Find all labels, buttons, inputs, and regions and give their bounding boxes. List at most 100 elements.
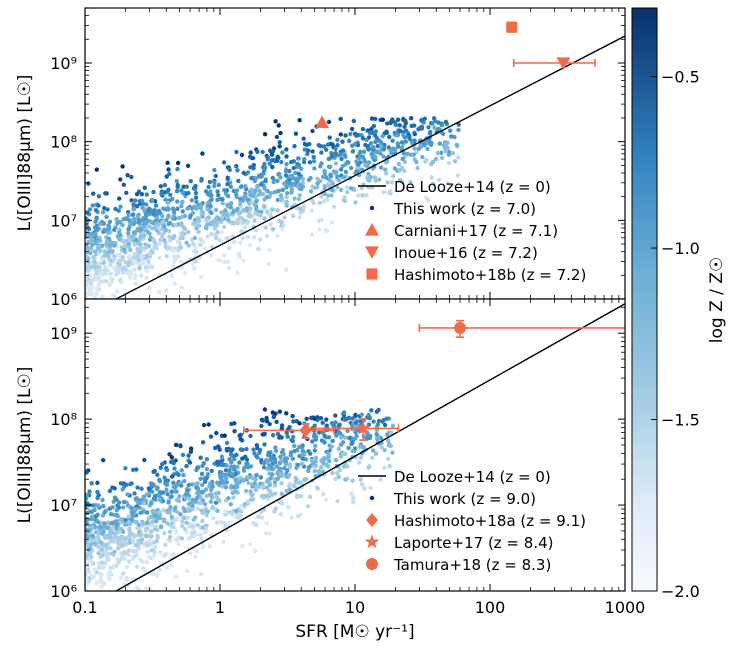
- simulation-point: [260, 191, 266, 197]
- simulation-point: [204, 457, 210, 462]
- simulation-point: [250, 482, 255, 487]
- simulation-point: [173, 216, 178, 221]
- simulation-point: [202, 479, 208, 484]
- simulation-point: [284, 267, 289, 272]
- simulation-point: [439, 150, 444, 155]
- simulation-point: [443, 119, 449, 125]
- simulation-point: [150, 523, 155, 528]
- simulation-point: [248, 206, 253, 211]
- simulation-point: [251, 521, 256, 526]
- simulation-point: [317, 200, 322, 206]
- simulation-point: [338, 454, 344, 459]
- simulation-point: [374, 409, 380, 414]
- simulation-point: [382, 465, 387, 471]
- simulation-point: [289, 187, 295, 192]
- simulation-point: [333, 420, 338, 425]
- simulation-point: [201, 461, 206, 466]
- colorbar-tick-label: −0.5: [661, 68, 700, 87]
- simulation-point: [149, 220, 154, 225]
- simulation-point: [333, 171, 338, 176]
- simulation-point: [365, 144, 371, 149]
- simulation-point: [416, 146, 421, 151]
- simulation-point: [169, 273, 174, 278]
- simulation-point: [325, 142, 331, 147]
- simulation-point: [412, 131, 417, 137]
- simulation-point: [450, 151, 455, 156]
- simulation-point: [270, 164, 275, 170]
- simulation-point: [338, 435, 344, 440]
- simulation-point: [171, 460, 176, 466]
- simulation-point: [133, 198, 138, 203]
- simulation-point: [342, 410, 347, 415]
- simulation-point: [373, 139, 378, 145]
- simulation-point: [219, 230, 224, 235]
- simulation-point: [350, 439, 355, 445]
- simulation-point: [85, 555, 88, 560]
- simulation-point: [213, 216, 219, 221]
- simulation-point: [137, 557, 143, 562]
- simulation-point: [245, 499, 251, 504]
- simulation-point: [356, 193, 361, 198]
- simulation-point: [389, 430, 394, 435]
- simulation-point: [190, 497, 195, 503]
- simulation-point: [96, 503, 101, 508]
- simulation-point: [351, 118, 356, 124]
- simulation-point: [291, 176, 296, 181]
- simulation-point: [143, 221, 149, 226]
- simulation-point: [101, 458, 106, 463]
- simulation-point: [92, 507, 97, 513]
- simulation-point: [112, 243, 117, 248]
- simulation-point: [161, 206, 166, 211]
- colorbar-tick-label: −1.0: [661, 239, 700, 258]
- simulation-point: [174, 537, 179, 542]
- simulation-point: [180, 523, 185, 529]
- simulation-point: [204, 466, 210, 472]
- simulation-point: [364, 193, 369, 198]
- simulation-point: [259, 423, 264, 429]
- simulation-point: [143, 569, 148, 574]
- legend-label: This work (z = 7.0): [393, 200, 536, 218]
- simulation-point: [279, 481, 284, 486]
- simulation-point: [174, 530, 179, 535]
- simulation-point: [193, 515, 198, 520]
- simulation-point: [278, 193, 284, 198]
- simulation-point: [132, 491, 137, 496]
- simulation-point: [128, 481, 133, 487]
- simulation-point: [291, 159, 296, 164]
- simulation-point: [319, 161, 324, 166]
- simulation-point: [112, 293, 117, 299]
- simulation-point: [271, 414, 276, 420]
- simulation-point: [124, 190, 129, 195]
- simulation-point: [247, 242, 253, 248]
- simulation-point: [297, 118, 302, 123]
- simulation-point: [121, 571, 126, 576]
- simulation-point: [297, 421, 302, 426]
- simulation-point: [354, 133, 359, 138]
- simulation-point: [280, 226, 285, 231]
- colorbar-label: log Z / Z☉: [707, 257, 727, 343]
- simulation-point: [144, 492, 149, 497]
- simulation-point: [392, 166, 398, 171]
- simulation-point: [291, 434, 296, 440]
- simulation-point: [140, 230, 145, 235]
- observation-inoue-16: [556, 57, 571, 70]
- simulation-point: [134, 467, 139, 472]
- simulation-point: [253, 176, 259, 181]
- simulation-point: [302, 157, 307, 162]
- simulation-point: [234, 188, 240, 193]
- simulation-point: [208, 434, 214, 439]
- simulation-point: [374, 149, 380, 154]
- simulation-point: [206, 184, 211, 190]
- simulation-point: [249, 176, 254, 181]
- simulation-point: [247, 154, 253, 159]
- simulation-point: [336, 474, 341, 480]
- simulation-point: [185, 206, 190, 211]
- simulation-point: [232, 485, 237, 490]
- simulation-point: [178, 231, 183, 237]
- simulation-point: [347, 435, 352, 441]
- simulation-point: [123, 551, 129, 556]
- simulation-point: [230, 447, 235, 452]
- simulation-point: [85, 265, 90, 270]
- simulation-point: [118, 204, 123, 209]
- simulation-point: [116, 505, 122, 510]
